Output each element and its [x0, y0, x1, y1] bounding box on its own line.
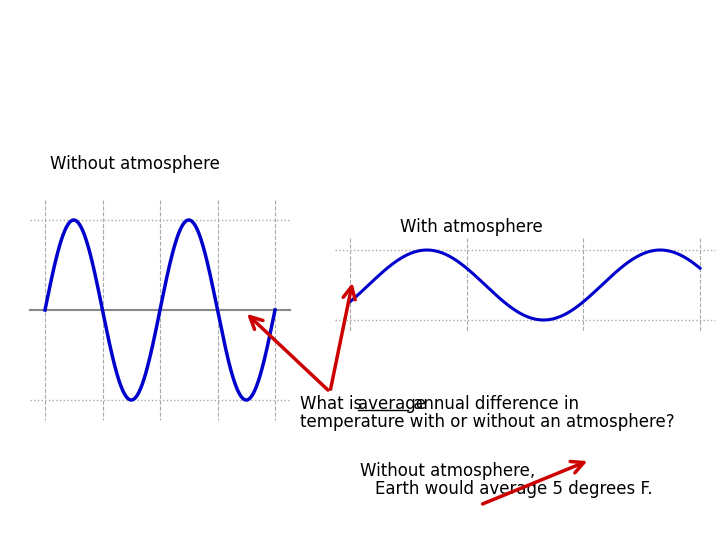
- Text: What is: What is: [300, 395, 367, 413]
- Text: With atmosphere: With atmosphere: [400, 218, 543, 236]
- Text: Earth would average 5 degrees F.: Earth would average 5 degrees F.: [375, 480, 652, 498]
- Text: annual difference in: annual difference in: [408, 395, 579, 413]
- Text: temperature with or without an atmosphere?: temperature with or without an atmospher…: [300, 413, 675, 431]
- Text: Without atmosphere: Without atmosphere: [50, 155, 220, 173]
- Text: average: average: [358, 395, 426, 413]
- Text: Without atmosphere,: Without atmosphere,: [360, 462, 535, 480]
